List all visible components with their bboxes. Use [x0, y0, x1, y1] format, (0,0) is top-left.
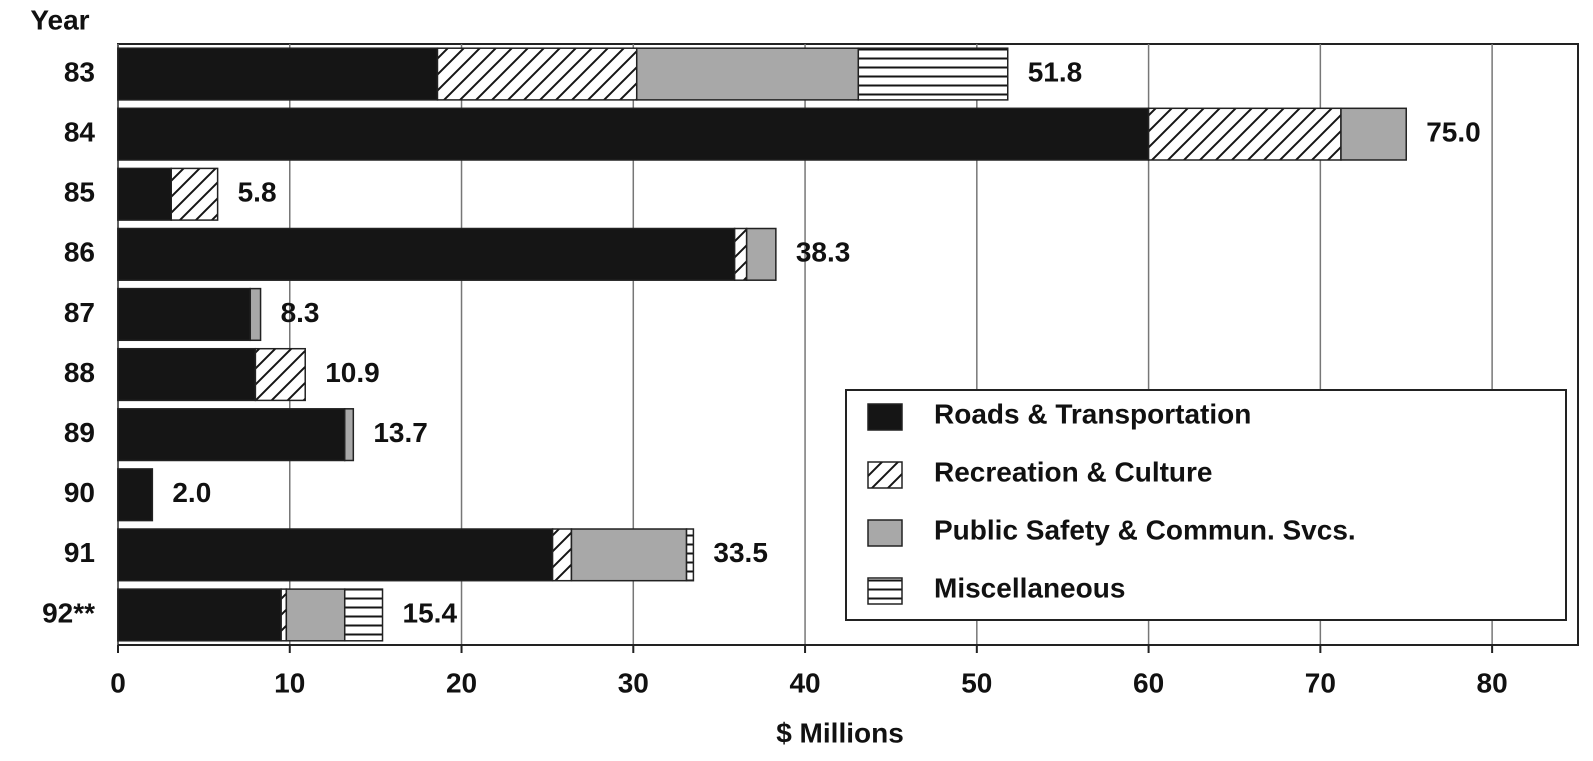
bar-segment — [436, 47, 638, 101]
y-tick-label: 88 — [64, 357, 95, 388]
bar-segment — [117, 408, 346, 462]
legend-swatch — [867, 461, 903, 489]
x-tick-label: 70 — [1305, 667, 1336, 698]
bar-segment — [170, 167, 219, 221]
bar-segment — [1147, 107, 1342, 161]
x-tick-label: 30 — [618, 667, 649, 698]
legend-box — [845, 389, 1567, 621]
legend-swatch — [867, 519, 903, 547]
bar-segment — [117, 347, 257, 402]
bar-segment — [551, 528, 573, 582]
y-axis-title: Year — [30, 4, 89, 35]
total-label: 75.0 — [1426, 117, 1481, 148]
bar-segment — [733, 227, 748, 281]
bar-segment — [117, 287, 252, 342]
x-tick-label: 80 — [1477, 667, 1508, 698]
total-label: 15.4 — [403, 597, 458, 628]
y-tick-label: 87 — [64, 297, 95, 328]
bar-segment — [343, 588, 384, 642]
x-tick-label: 10 — [274, 667, 305, 698]
legend-label: Roads & Transportation — [934, 398, 1251, 429]
y-tick-label: 86 — [64, 237, 95, 268]
bar-segment — [745, 227, 777, 281]
x-tick-label: 50 — [961, 667, 992, 698]
bar-segment — [117, 468, 154, 522]
bar-segment — [635, 47, 860, 101]
y-tick-label: 92** — [42, 597, 95, 628]
total-label: 13.7 — [373, 417, 428, 448]
x-tick-label: 60 — [1133, 667, 1164, 698]
bar-segment — [249, 287, 262, 342]
y-tick-label: 83 — [64, 56, 95, 87]
y-tick-label: 90 — [64, 477, 95, 508]
legend-swatch — [867, 403, 903, 431]
total-label: 8.3 — [281, 297, 320, 328]
bar-segment — [685, 528, 695, 582]
total-label: 10.9 — [325, 357, 380, 388]
legend-label: Recreation & Culture — [934, 456, 1213, 487]
total-label: 51.8 — [1028, 56, 1083, 87]
y-tick-label: 89 — [64, 417, 95, 448]
bar-segment — [254, 347, 306, 402]
legend-label: Public Safety & Commun. Svcs. — [934, 514, 1356, 545]
bar-segment — [117, 47, 439, 101]
total-label: 38.3 — [796, 237, 851, 268]
bar-segment — [117, 588, 282, 642]
x-tick-label: 0 — [110, 667, 126, 698]
bar-segment — [285, 588, 346, 642]
bar-segment — [1340, 107, 1407, 161]
bar-segment — [117, 107, 1150, 161]
bar-segment — [117, 167, 172, 221]
bar-segment — [117, 227, 736, 281]
total-label: 5.8 — [238, 177, 277, 208]
bar-segment — [343, 408, 355, 462]
bar-segment — [570, 528, 688, 582]
bar-segment — [857, 47, 1009, 101]
total-label: 33.5 — [713, 537, 768, 568]
bar-segment — [117, 528, 554, 582]
x-tick-label: 20 — [446, 667, 477, 698]
bar-segment — [280, 588, 288, 642]
y-tick-label: 91 — [64, 537, 95, 568]
legend-swatch — [867, 577, 903, 605]
legend-label: Miscellaneous — [934, 572, 1125, 603]
x-tick-label: 40 — [789, 667, 820, 698]
x-axis-title: $ Millions — [776, 717, 904, 748]
total-label: 2.0 — [172, 477, 211, 508]
y-tick-label: 84 — [64, 117, 96, 148]
y-tick-label: 85 — [64, 177, 95, 208]
